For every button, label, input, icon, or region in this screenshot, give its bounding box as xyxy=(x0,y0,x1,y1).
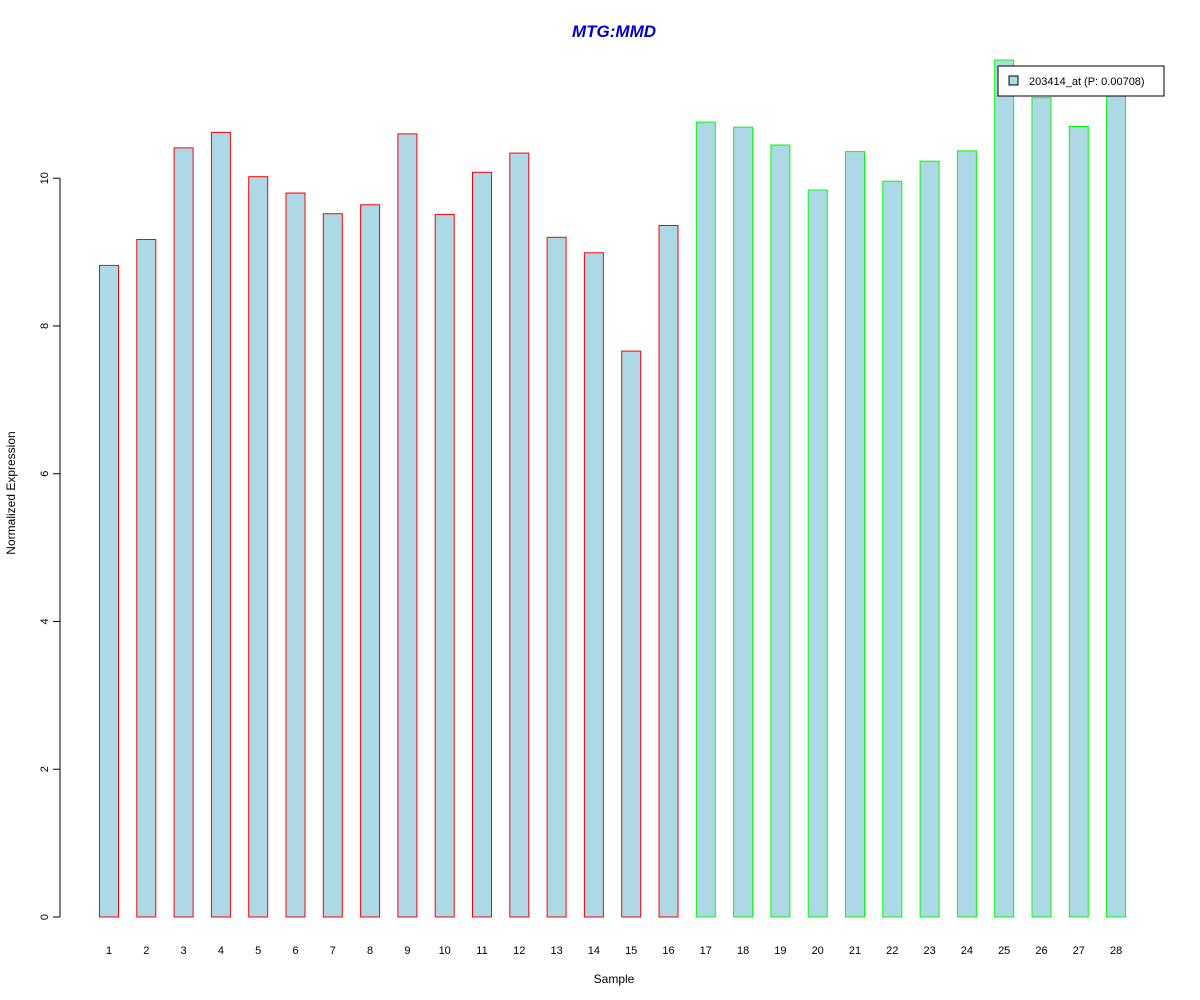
bar-sample-16 xyxy=(658,225,679,918)
x-tick-label: 7 xyxy=(330,945,336,957)
y-tick-label: 0 xyxy=(39,914,51,920)
bar-sample-10 xyxy=(434,213,455,918)
x-tick-label: 8 xyxy=(367,945,373,957)
x-tick-label: 4 xyxy=(218,945,224,957)
bar-sample-17 xyxy=(695,121,716,918)
bar-sample-9 xyxy=(397,133,418,918)
legend-swatch xyxy=(1008,75,1019,86)
bar-sample-11 xyxy=(472,171,492,918)
x-tick-label: 13 xyxy=(550,945,562,957)
x-tick-label: 5 xyxy=(255,945,261,957)
x-tick-label: 6 xyxy=(292,945,298,957)
bar-sample-18 xyxy=(733,126,754,918)
x-tick-label: 23 xyxy=(923,945,935,957)
bar-sample-4 xyxy=(210,131,231,918)
x-tick-label: 27 xyxy=(1073,945,1085,957)
x-tick-label: 14 xyxy=(588,945,600,957)
x-tick-label: 22 xyxy=(886,945,898,957)
x-tick-label: 25 xyxy=(998,945,1010,957)
y-tick-label: 2 xyxy=(39,766,51,772)
bar-sample-28 xyxy=(1106,93,1127,918)
bar-sample-14 xyxy=(583,252,604,918)
bar-sample-21 xyxy=(845,151,865,918)
bar-sample-27 xyxy=(1068,126,1089,918)
x-axis-label: Sample xyxy=(594,972,635,986)
x-tick-label: 15 xyxy=(625,945,637,957)
y-axis-label: Normalized Expression xyxy=(4,431,18,554)
x-tick-label: 3 xyxy=(181,945,187,957)
x-tick-label: 2 xyxy=(143,945,149,957)
y-tick-label: 6 xyxy=(39,471,51,477)
bar-sample-3 xyxy=(173,147,194,918)
bar-sample-24 xyxy=(956,150,977,918)
bar-sample-13 xyxy=(546,236,567,918)
bar-sample-22 xyxy=(882,180,903,918)
bar-sample-7 xyxy=(322,213,343,918)
bar-sample-19 xyxy=(770,144,791,918)
x-tick-label: 24 xyxy=(961,945,973,957)
bar-sample-5 xyxy=(248,176,269,918)
bar-sample-15 xyxy=(621,350,642,918)
legend: 203414_at (P: 0.00708) xyxy=(997,65,1165,97)
x-tick-label: 9 xyxy=(404,945,410,957)
x-tick-label: 19 xyxy=(774,945,786,957)
y-tick-label: 4 xyxy=(39,618,51,624)
x-tick-label: 16 xyxy=(662,945,674,957)
bar-sample-26 xyxy=(1031,97,1052,918)
chart-title: MTG:MMD xyxy=(572,22,656,41)
x-tick-label: 12 xyxy=(513,945,525,957)
bar-sample-25 xyxy=(994,59,1015,918)
bar-sample-8 xyxy=(360,204,381,918)
x-tick-labels: 1 2 3 4 5 6 7 8 9 10 11 12 13 14 15 16 17 18 19 20 21 22 23 24 2… xyxy=(106,945,1122,957)
x-tick-label: 18 xyxy=(737,945,749,957)
x-tick-label: 11 xyxy=(476,945,487,957)
x-tick-label: 20 xyxy=(812,945,824,957)
x-tick-label: 1 xyxy=(106,945,112,957)
x-tick-label: 10 xyxy=(439,945,451,957)
x-tick-label: 21 xyxy=(849,945,861,957)
legend-label: 203414_at (P: 0.00708) xyxy=(1029,76,1145,88)
y-tick-label: 10 xyxy=(39,172,51,184)
legend-box xyxy=(997,65,1165,97)
bar-sample-12 xyxy=(509,152,530,918)
bar-sample-1 xyxy=(99,264,119,918)
x-tick-label: 17 xyxy=(700,945,712,957)
y-axis: 0 2 4 6 8 10 xyxy=(39,172,61,920)
bars xyxy=(99,59,1127,918)
bar-sample-6 xyxy=(285,192,306,918)
x-tick-label: 28 xyxy=(1110,945,1122,957)
bar-sample-23 xyxy=(919,160,940,918)
x-tick-label: 26 xyxy=(1035,945,1047,957)
y-tick-label: 8 xyxy=(39,323,51,329)
bar-sample-2 xyxy=(136,239,157,918)
bar-sample-20 xyxy=(807,189,828,918)
